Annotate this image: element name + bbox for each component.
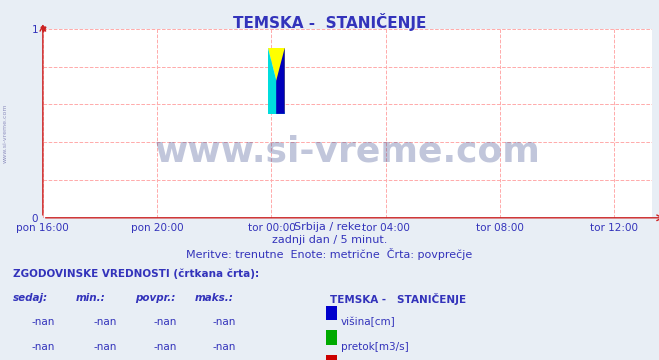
Text: www.si-vreme.com: www.si-vreme.com — [3, 103, 8, 163]
Text: TEMSKA -  STANIČENJE: TEMSKA - STANIČENJE — [233, 13, 426, 31]
Text: -nan: -nan — [212, 342, 236, 352]
Text: maks.:: maks.: — [194, 293, 233, 303]
Text: -nan: -nan — [212, 317, 236, 327]
Text: ZGODOVINSKE VREDNOSTI (črtkana črta):: ZGODOVINSKE VREDNOSTI (črtkana črta): — [13, 268, 259, 279]
Text: TEMSKA -   STANIČENJE: TEMSKA - STANIČENJE — [330, 293, 466, 305]
Text: -nan: -nan — [94, 317, 117, 327]
Polygon shape — [276, 48, 285, 114]
Polygon shape — [268, 48, 285, 114]
Text: pretok[m3/s]: pretok[m3/s] — [341, 342, 409, 352]
Text: www.si-vreme.com: www.si-vreme.com — [155, 135, 540, 168]
Text: -nan: -nan — [31, 317, 55, 327]
Text: povpr.:: povpr.: — [135, 293, 175, 303]
Text: -nan: -nan — [31, 342, 55, 352]
Text: sedaj:: sedaj: — [13, 293, 48, 303]
Polygon shape — [268, 48, 285, 114]
Text: -nan: -nan — [153, 342, 177, 352]
Text: višina[cm]: višina[cm] — [341, 317, 395, 328]
Text: zadnji dan / 5 minut.: zadnji dan / 5 minut. — [272, 235, 387, 245]
Text: Meritve: trenutne  Enote: metrične  Črta: povprečje: Meritve: trenutne Enote: metrične Črta: … — [186, 248, 473, 260]
Text: Srbija / reke.: Srbija / reke. — [295, 222, 364, 233]
Text: -nan: -nan — [94, 342, 117, 352]
Text: -nan: -nan — [153, 317, 177, 327]
Text: min.:: min.: — [76, 293, 105, 303]
